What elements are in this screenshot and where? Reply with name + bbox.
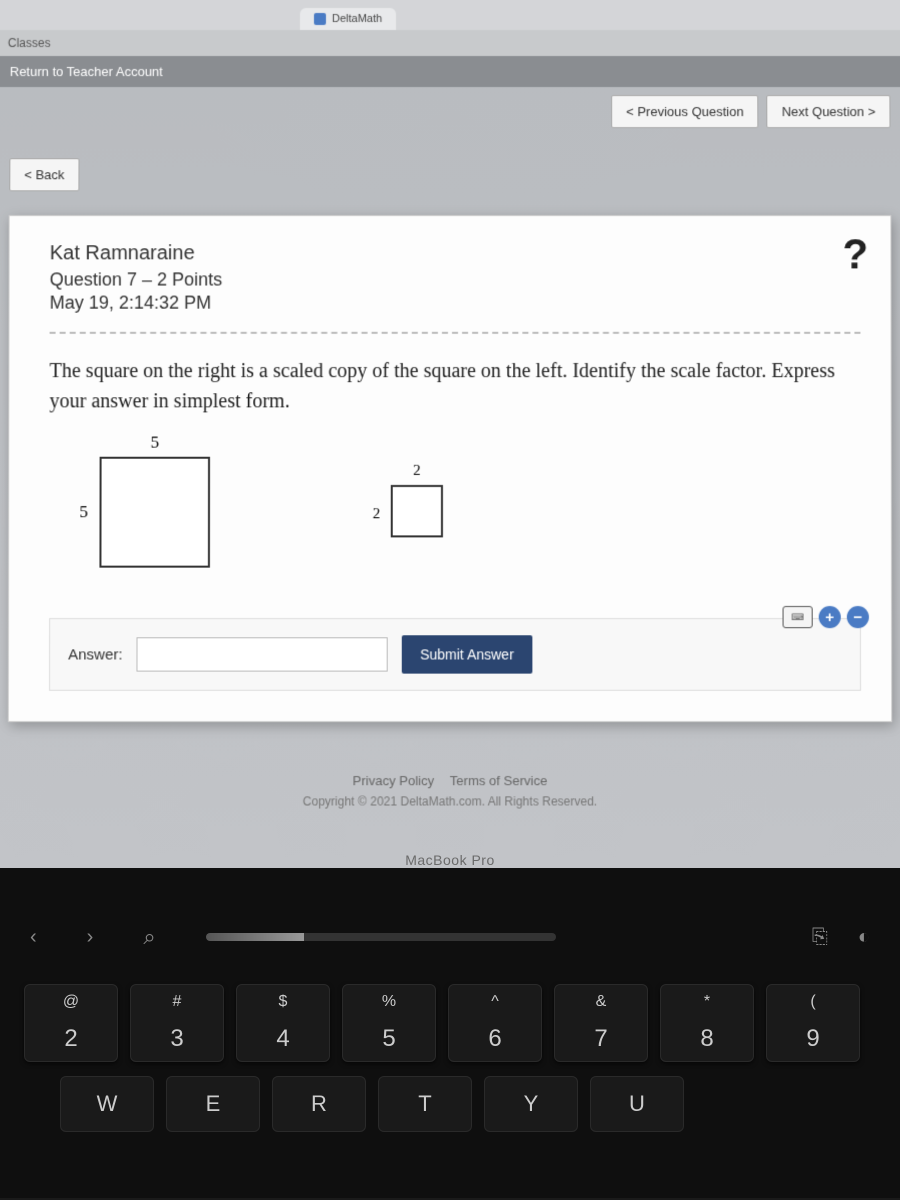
key-3: #3 [130,984,224,1062]
browser-tab-bar: DeltaMath [0,0,900,30]
key-7: &7 [554,984,648,1062]
previous-question-button[interactable]: < Previous Question [611,95,759,128]
submit-answer-button[interactable]: Submit Answer [402,635,532,673]
deltamath-favicon [314,13,326,25]
keyboard-letter-row: WERTYU [0,1076,900,1132]
touchbar-search-icon[interactable]: ⌕ [143,924,155,950]
return-teacher-link[interactable]: Return to Teacher Account [10,64,163,79]
question-card: ? Kat Ramnaraine Question 7 – 2 Points M… [8,215,892,722]
figure-large-square: 5 5 [99,457,210,568]
question-timestamp: May 19, 2:14:32 PM [50,293,861,314]
small-square-left-label: 2 [373,506,381,523]
key-W: W [60,1076,154,1132]
small-square-shape [391,485,443,537]
touchbar-share-icon[interactable]: ⎘ [812,926,828,949]
help-icon[interactable]: ? [843,230,869,278]
copyright-text: Copyright © 2021 DeltaMath.com. All Righ… [7,794,893,808]
input-toolbar: ⌨ + − [783,606,869,628]
next-question-button[interactable]: Next Question > [767,95,891,128]
tab-title: DeltaMath [332,13,382,25]
keyboard-icon[interactable]: ⌨ [783,606,813,628]
privacy-policy-link[interactable]: Privacy Policy [353,773,434,788]
key-5: %5 [342,984,436,1062]
touchbar-siri-icon[interactable]: ◐ [858,926,870,949]
question-number-points: Question 7 – 2 Points [50,269,861,290]
key-9: (9 [766,984,860,1062]
answer-input[interactable] [137,637,388,671]
touchbar-slider[interactable] [206,933,556,941]
keyboard-area: ‹ › ⌕ ⎘ ◐ @2#3$4%5^6&7*8(9 WERTYU [0,868,900,1198]
back-button[interactable]: < Back [9,158,79,191]
laptop-model-label: MacBook Pro [0,852,900,868]
answer-row: Answer: Submit Answer [49,618,861,691]
key-8: *8 [660,984,754,1062]
large-square-top-label: 5 [151,433,160,453]
touchbar-forward-icon[interactable]: › [87,926,94,949]
student-name: Kat Ramnaraine [50,242,861,265]
key-6: ^6 [448,984,542,1062]
terms-of-service-link[interactable]: Terms of Service [450,773,547,788]
nav-classes-link[interactable]: Classes [8,36,51,50]
small-square-top-label: 2 [413,463,421,480]
zoom-out-icon[interactable]: − [847,606,869,628]
figures-row: 5 5 2 2 [49,457,861,618]
key-4: $4 [236,984,330,1062]
footer-links: Privacy Policy Terms of Service [7,773,893,788]
divider [50,332,861,334]
key-2: @2 [24,984,118,1062]
key-R: R [272,1076,366,1132]
touch-bar: ‹ › ⌕ ⎘ ◐ [0,918,900,956]
zoom-in-icon[interactable]: + [819,606,841,628]
key-Y: Y [484,1076,578,1132]
key-U: U [590,1076,684,1132]
answer-label: Answer: [68,646,122,663]
key-T: T [378,1076,472,1132]
large-square-left-label: 5 [79,502,88,522]
figure-small-square: 2 2 [391,457,443,538]
keyboard-number-row: @2#3$4%5^6&7*8(9 [0,984,900,1062]
touchbar-back-icon[interactable]: ‹ [30,926,37,949]
top-nav-bar: Classes [0,30,900,56]
question-text: The square on the right is a scaled copy… [49,356,860,416]
browser-tab[interactable]: DeltaMath [300,8,396,30]
teacher-account-bar: Return to Teacher Account [0,56,900,87]
key-E: E [166,1076,260,1132]
large-square-shape [99,457,210,568]
